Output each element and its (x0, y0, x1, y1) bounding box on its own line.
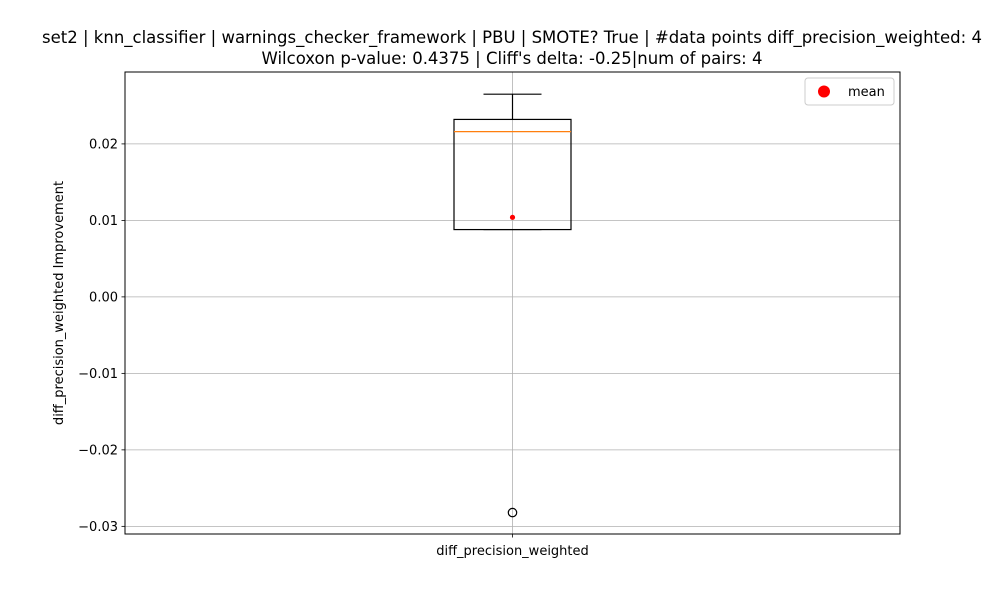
outlier-point (507, 507, 518, 518)
mean-point (509, 214, 516, 220)
x-axis-ticks: diff_precision_weighted (436, 534, 589, 559)
y-tick-label: −0.02 (78, 443, 118, 458)
chart-title-line-1: set2 | knn_classifier | warnings_checker… (42, 28, 982, 48)
legend-marker-mean (818, 85, 830, 98)
plot-area (453, 93, 572, 518)
y-tick-label: 0.01 (89, 214, 118, 229)
legend-label-mean: mean (848, 85, 885, 100)
x-tick-label: diff_precision_weighted (436, 544, 589, 559)
y-axis-label: diff_precision_weighted Improvement (52, 181, 67, 425)
y-tick-label: −0.01 (78, 367, 118, 382)
grid-lines (125, 72, 900, 534)
y-axis-ticks: 0.02 0.01 0.00 −0.01 −0.02 −0.03 (78, 137, 125, 535)
y-tick-label: −0.03 (78, 520, 118, 535)
y-tick-label: 0.00 (89, 290, 118, 305)
chart-title: set2 | knn_classifier | warnings_checker… (42, 28, 982, 68)
interquartile-box (453, 118, 572, 231)
y-tick-label: 0.02 (89, 137, 118, 152)
legend: mean (804, 77, 895, 106)
chart-title-line-2: Wilcoxon p-value: 0.4375 | Cliff's delta… (262, 49, 763, 68)
legend-frame (804, 77, 895, 106)
